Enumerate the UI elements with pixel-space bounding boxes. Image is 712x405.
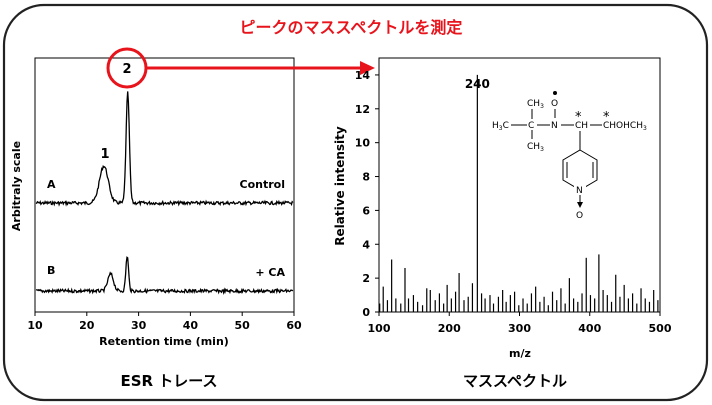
c-center-label: C — [528, 121, 534, 131]
caption-esr-trace: ESR トレース — [120, 372, 217, 390]
trace-a-condition: Control — [240, 178, 285, 191]
esr-xlabel: Retention time (min) — [99, 335, 229, 348]
outer-frame — [2, 3, 709, 402]
ring-n-label: N — [576, 186, 583, 196]
ch-label: CH — [575, 121, 588, 131]
ms-y-tick-label: 14 — [355, 69, 371, 82]
trace-b-condition: + CA — [255, 266, 285, 279]
star-2: * — [603, 110, 610, 125]
star-1: * — [575, 110, 582, 125]
esr-ylabel: Arbitraly scale — [10, 141, 23, 231]
ch3-bottom-label: CH3 — [527, 142, 544, 153]
esr-x-ticks: 10 20 30 40 50 60 — [27, 312, 302, 332]
ms-x-tick-label: 200 — [438, 322, 461, 335]
ms-x-tick-label: 100 — [368, 322, 391, 335]
esr-panel-box — [34, 57, 295, 313]
ms-peak-annotation: 240 — [465, 77, 490, 91]
ms-bars — [379, 74, 659, 312]
chohch3-label: CHOHCH3 — [603, 121, 647, 132]
ms-y-tick-label: 2 — [362, 272, 370, 285]
ms-y-tick-label: 10 — [355, 137, 371, 150]
ch3-top-label: CH3 — [527, 99, 544, 110]
ms-x-tick-label: 300 — [508, 322, 531, 335]
ms-ylabel: Relative intensity — [333, 126, 347, 246]
n-oxide-arrowhead — [577, 202, 583, 208]
ms-panel-box — [378, 57, 661, 313]
ms-x-tick-label: 400 — [578, 322, 601, 335]
o-radical-label: O — [551, 99, 558, 109]
esr-trace-B — [35, 256, 294, 296]
ms-y-tick-label: 12 — [355, 103, 370, 116]
ms-xlabel: m/z — [509, 347, 531, 360]
ms-y-tick-label: 6 — [362, 204, 370, 217]
caption-mass-spectrum: マススペクトル — [463, 372, 567, 390]
header-title: ピークのマススペクトルを測定 — [240, 18, 463, 37]
esr-x-tick-label: 10 — [27, 319, 43, 332]
esr-trace-A — [35, 91, 294, 207]
n-label: N — [551, 121, 558, 131]
nitroxide-spin-adduct-structure: CH3 H3C C CH3 N O * CH * CHOHCH3 N O — [492, 91, 647, 221]
ring-n-mask — [574, 184, 586, 194]
trace-b-label: B — [47, 264, 55, 277]
esr-x-tick-label: 50 — [235, 319, 251, 332]
h3c-label: H3C — [492, 121, 509, 132]
ms-y-tick-label: 0 — [362, 306, 370, 319]
radical-dot — [553, 91, 557, 95]
peak-2-label: 2 — [122, 62, 131, 77]
ms-axis-ticks: 100 200 300 400 500 0 2 4 6 8 10 12 14 — [355, 69, 672, 335]
peak-1-label: 1 — [100, 147, 109, 162]
ms-x-tick-label: 500 — [649, 322, 672, 335]
o-bottom-label: O — [576, 211, 583, 221]
esr-x-tick-label: 30 — [131, 319, 147, 332]
ms-y-tick-label: 8 — [362, 171, 370, 184]
trace-a-label: A — [47, 178, 56, 191]
ms-y-tick-label: 4 — [362, 238, 370, 251]
esr-x-tick-label: 20 — [79, 319, 95, 332]
esr-x-tick-label: 40 — [183, 319, 199, 332]
esr-x-tick-label: 60 — [286, 319, 302, 332]
esr-traces — [35, 91, 294, 296]
highlight-arrow-head — [360, 61, 375, 75]
